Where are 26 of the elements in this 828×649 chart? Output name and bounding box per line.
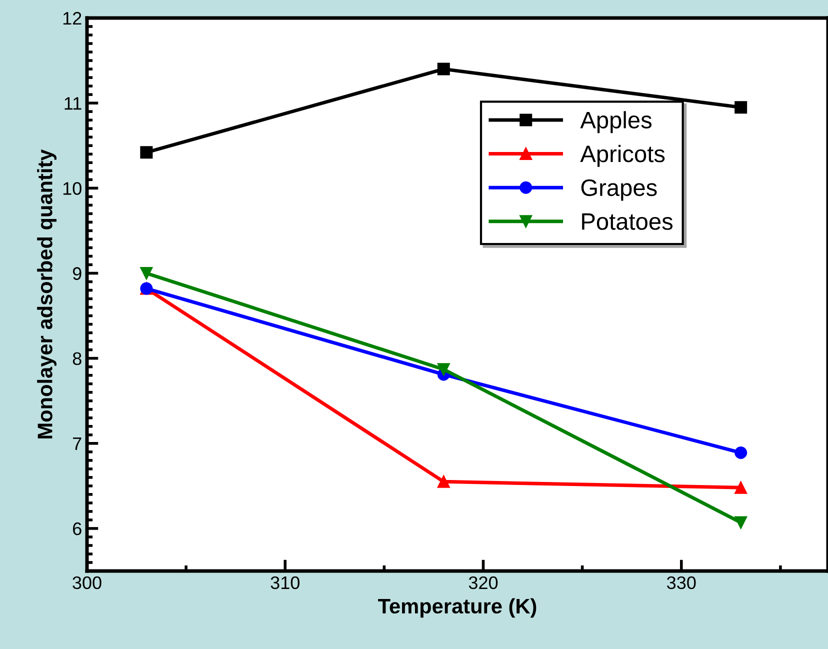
point — [734, 481, 748, 494]
point — [140, 266, 153, 280]
point — [437, 62, 450, 76]
legend-label: Potatoes — [582, 213, 673, 230]
x-axis-title: Temperature (K) — [378, 598, 536, 618]
y-tick-label: 7 — [73, 438, 82, 450]
y-tick-label: 10 — [63, 182, 82, 195]
x-tick-label: 320 — [468, 576, 498, 590]
y-tick-label: 9 — [72, 267, 82, 280]
y-tick-label: 12 — [63, 12, 82, 25]
point — [437, 363, 450, 376]
legend-label: Apricots — [580, 144, 665, 167]
x-tick-label: 330 — [667, 576, 696, 590]
legend-label: Grapes — [581, 179, 657, 201]
y-tick-label: 6 — [73, 522, 82, 536]
point — [734, 516, 748, 529]
y-axis-title: Monolayer adsorbed quantity — [37, 149, 56, 438]
point — [734, 446, 748, 459]
point — [140, 146, 153, 159]
y-tick-label: 11 — [64, 97, 82, 110]
y-tick-label: 8 — [72, 352, 82, 366]
point — [437, 475, 450, 488]
x-tick-label: 300 — [72, 576, 102, 590]
legend-label: Apples — [580, 111, 652, 134]
x-tick-label: 310 — [270, 576, 300, 590]
point — [734, 101, 748, 114]
